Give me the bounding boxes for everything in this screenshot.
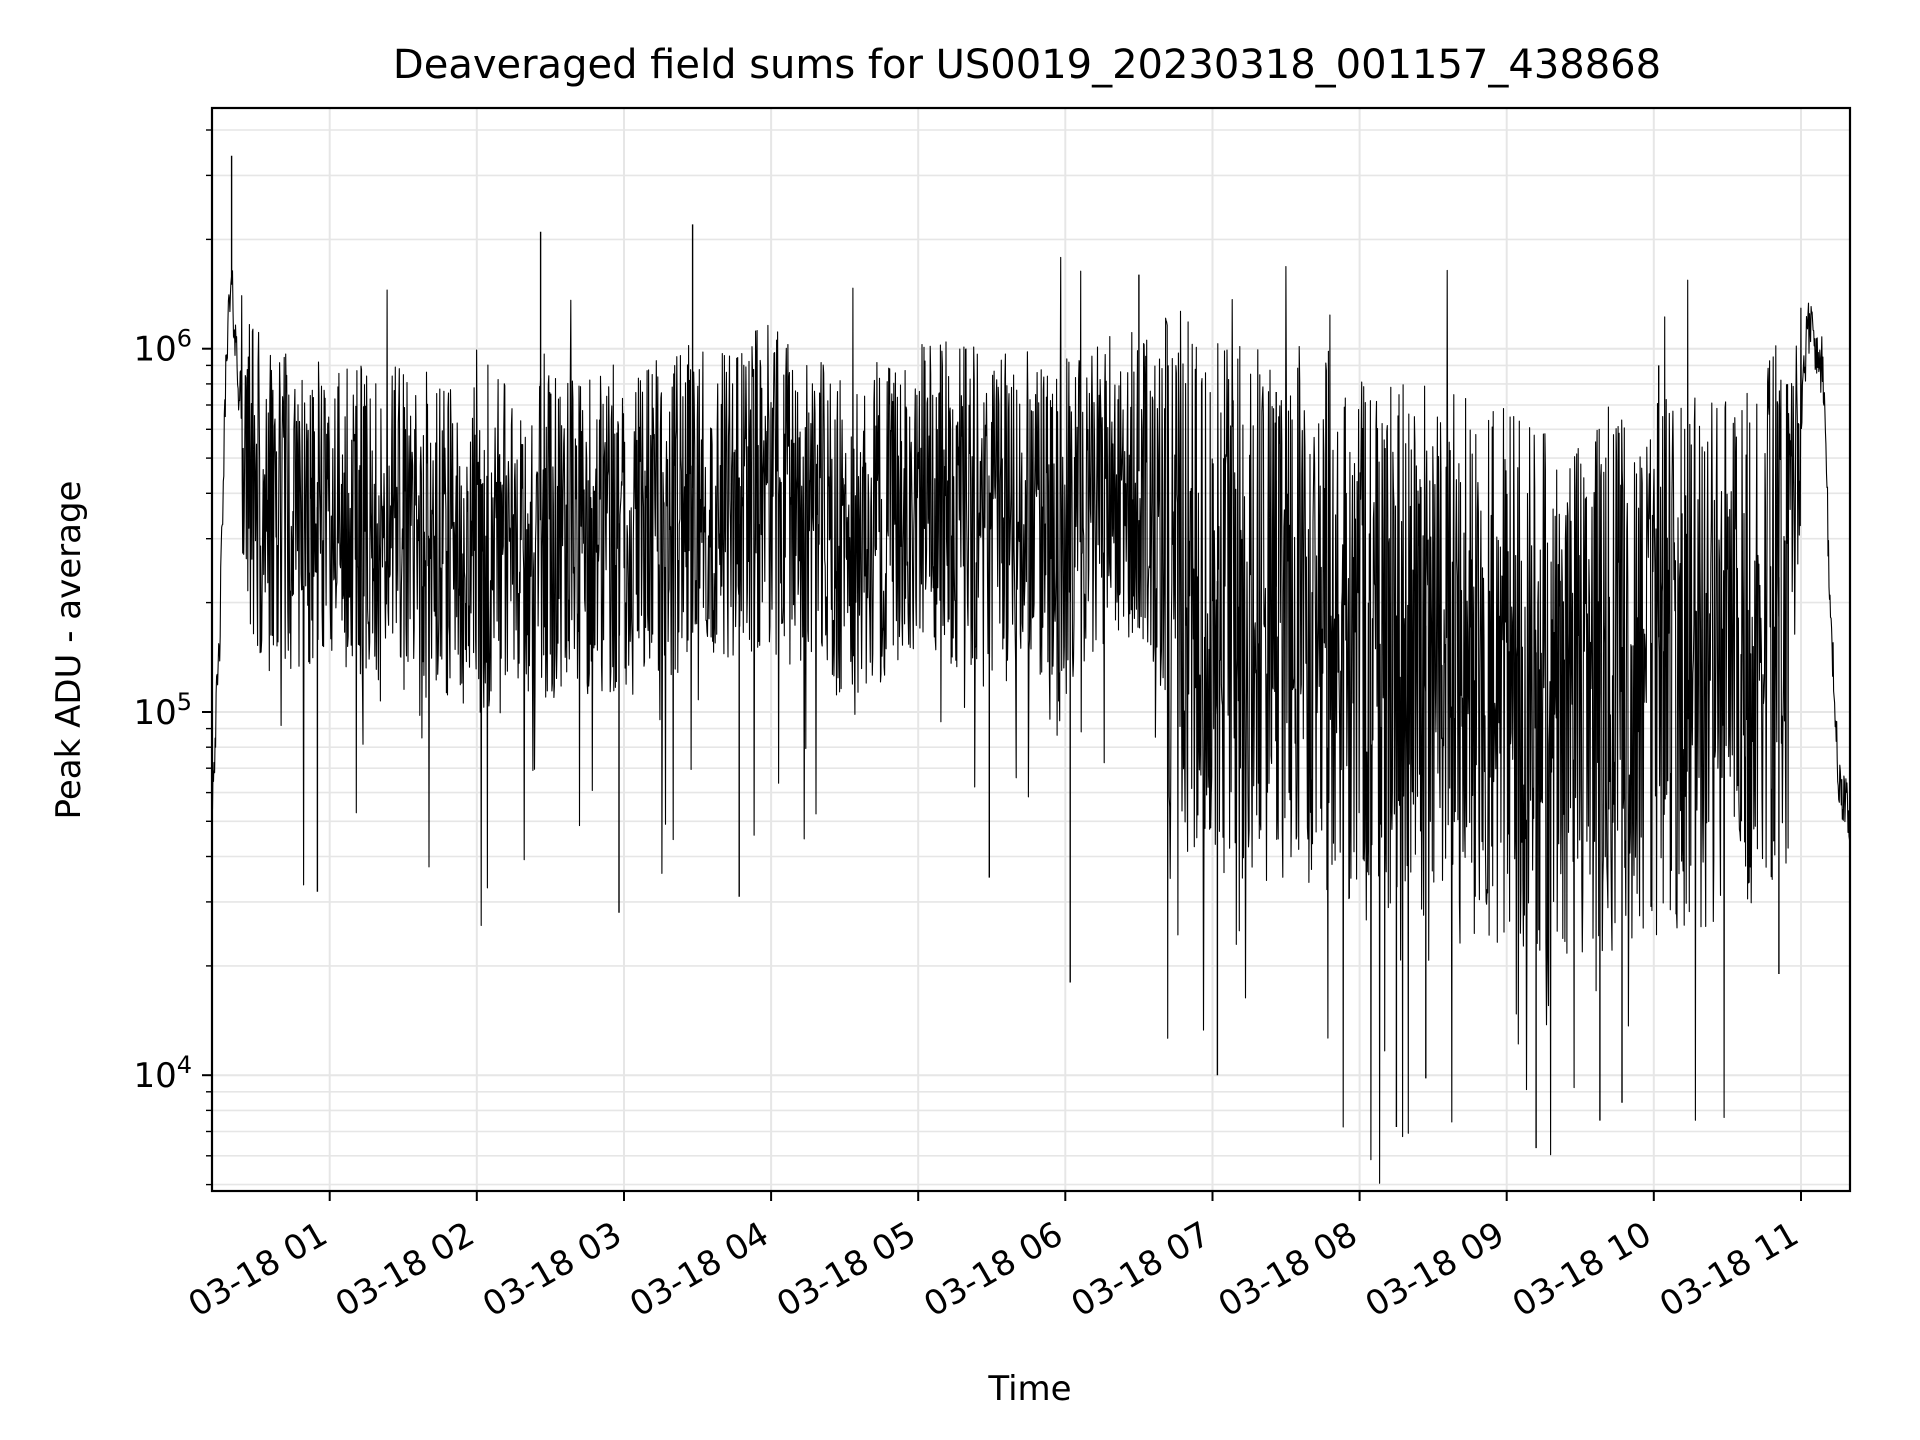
- series-layer: [211, 155, 1851, 1184]
- chart-title: Deaveraged field sums for US0019_2023031…: [393, 42, 1661, 88]
- y-tick-label: 104: [133, 1051, 192, 1096]
- x-axis-label: Time: [987, 1369, 1071, 1409]
- y-tick-label: 105: [133, 688, 192, 733]
- y-axis-label: Peak ADU - average: [49, 481, 89, 820]
- y-axis: 104 105 106: [133, 129, 212, 1186]
- plot-frame: [210, 106, 1852, 1193]
- series-line: [211, 256, 1851, 1184]
- y-tick-label: 106: [133, 325, 192, 370]
